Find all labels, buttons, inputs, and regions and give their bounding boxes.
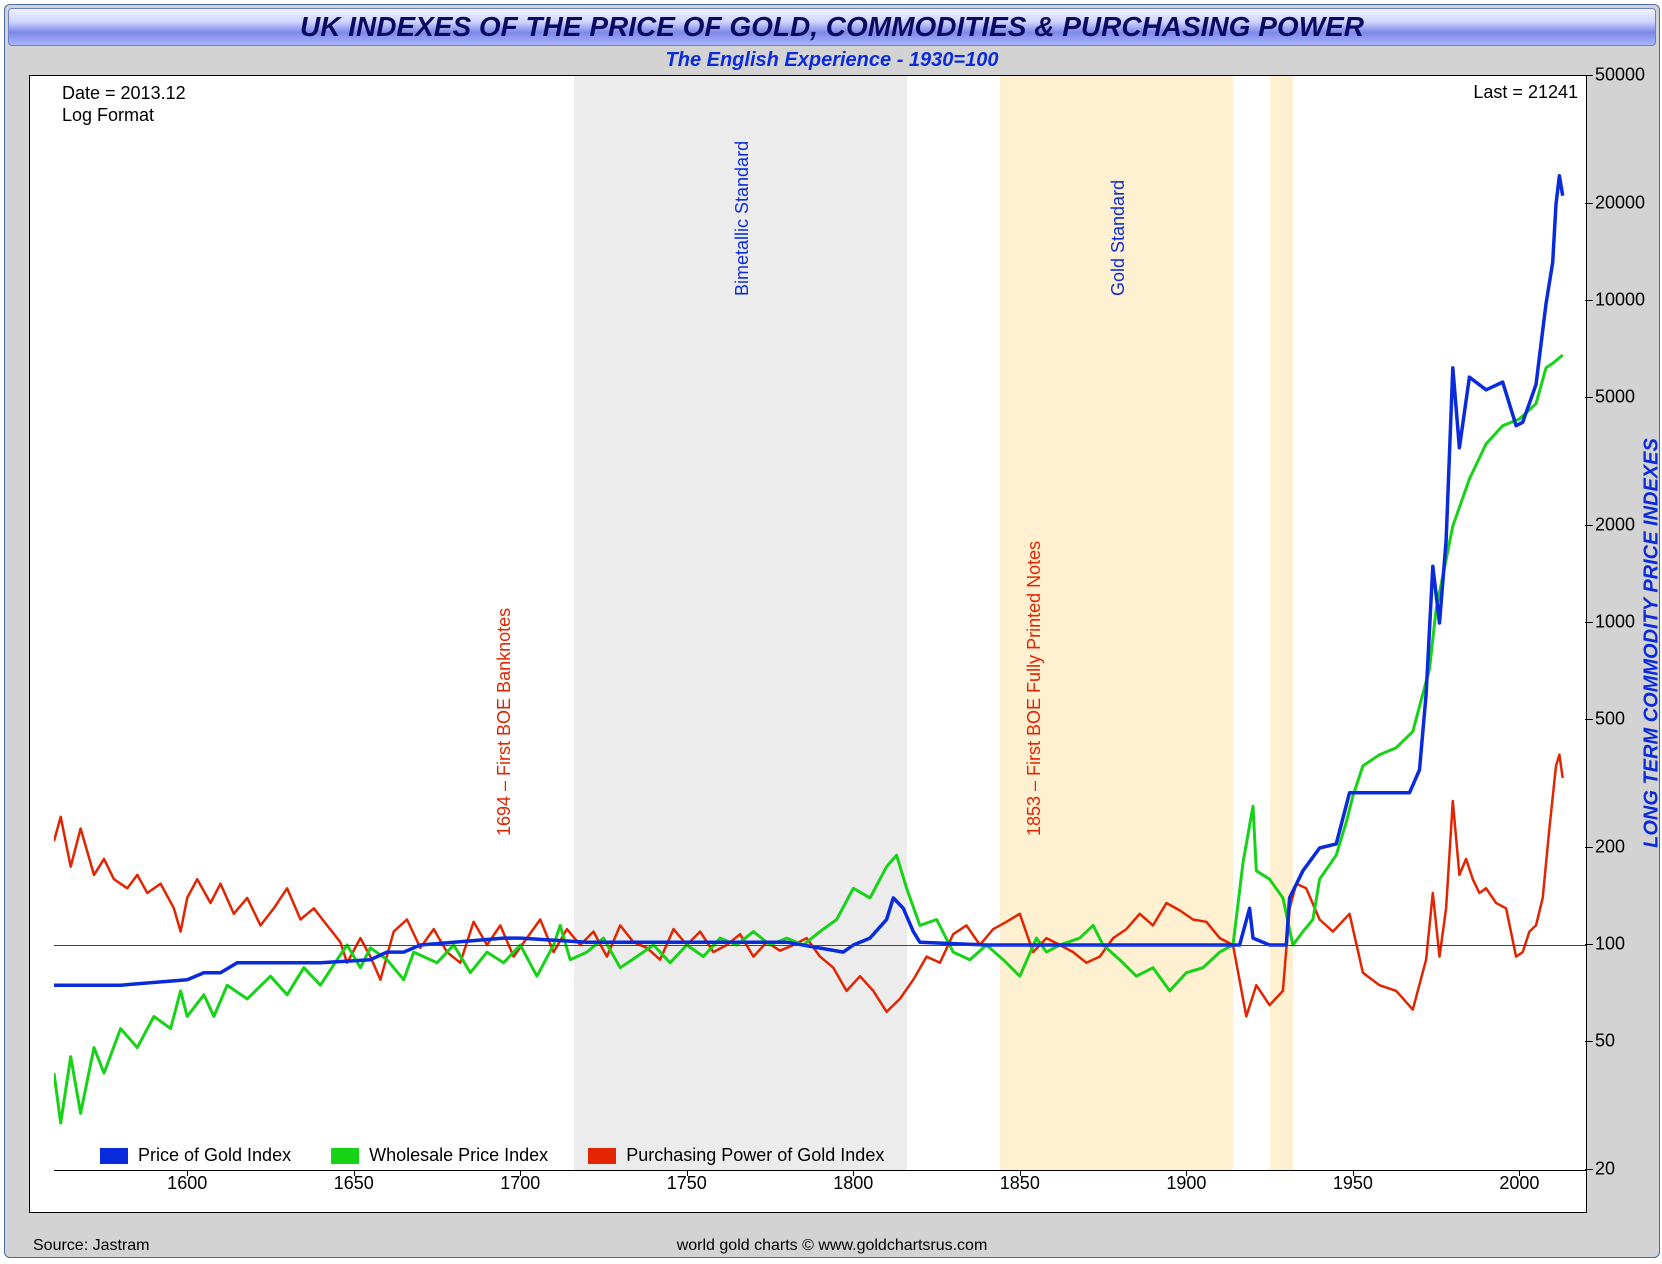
y-axis-title: LONG TERM COMMODITY PRICE INDEXES: [1637, 75, 1660, 1211]
x-tick-label: 1900: [1166, 1173, 1206, 1194]
region-label: Bimetallic Standard: [732, 141, 753, 296]
y-tick: [1585, 525, 1593, 526]
event-label: 1694 – First BOE Banknotes: [494, 608, 515, 836]
chart-subtitle: The English Experience - 1930=100: [5, 49, 1659, 72]
legend-label: Price of Gold Index: [138, 1145, 291, 1166]
shaded-region: [1270, 76, 1293, 1170]
legend-swatch: [588, 1148, 616, 1164]
top-right-info: Last = 21241: [1473, 82, 1578, 103]
y-tick-label: 5000: [1595, 386, 1635, 407]
legend-label: Wholesale Price Index: [369, 1145, 548, 1166]
top-left-info: Date = 2013.12 Log Format: [62, 82, 186, 126]
region-label: Gold Standard: [1108, 180, 1129, 296]
x-tick-label: 1600: [167, 1173, 207, 1194]
y-tick: [1585, 944, 1593, 945]
footer-credit: world gold charts © www.goldchartsrus.co…: [677, 1237, 988, 1255]
y-tick-label: 50: [1595, 1030, 1615, 1051]
x-tick-label: 2000: [1499, 1173, 1539, 1194]
chart-frame: UK INDEXES OF THE PRICE OF GOLD, COMMODI…: [4, 4, 1660, 1258]
y-tick: [1585, 1169, 1593, 1170]
legend-item: Wholesale Price Index: [331, 1145, 548, 1166]
plot-area: Date = 2013.12 Log Format Last = 21241 P…: [54, 76, 1586, 1212]
x-tick-label: 1750: [667, 1173, 707, 1194]
title-bar: UK INDEXES OF THE PRICE OF GOLD, COMMODI…: [8, 8, 1656, 46]
y-tick-label: 100: [1595, 933, 1625, 954]
y-tick: [1585, 719, 1593, 720]
info-format: Log Format: [62, 104, 186, 126]
y-tick-label: 1000: [1595, 612, 1635, 633]
y-tick: [1585, 203, 1593, 204]
info-last: Last = 21241: [1473, 82, 1578, 102]
chart-title: UK INDEXES OF THE PRICE OF GOLD, COMMODI…: [300, 11, 1364, 42]
legend-item: Price of Gold Index: [100, 1145, 291, 1166]
chart-panel: Date = 2013.12 Log Format Last = 21241 P…: [29, 75, 1587, 1213]
x-tick-label: 1650: [334, 1173, 374, 1194]
y-tick-label: 2000: [1595, 515, 1635, 536]
y-tick: [1585, 75, 1593, 76]
info-date: Date = 2013.12: [62, 82, 186, 104]
y-tick: [1585, 397, 1593, 398]
baseline-100: [54, 945, 1586, 946]
event-label: 1853 – First BOE Fully Printed Notes: [1024, 541, 1045, 836]
legend: Price of Gold Index Wholesale Price Index…: [100, 1145, 884, 1166]
x-tick-label: 1800: [833, 1173, 873, 1194]
y-tick-label: 20: [1595, 1159, 1615, 1180]
legend-label: Purchasing Power of Gold Index: [626, 1145, 884, 1166]
y-tick: [1585, 300, 1593, 301]
legend-swatch: [100, 1148, 128, 1164]
y-tick: [1585, 847, 1593, 848]
x-axis-line: [54, 1170, 1586, 1171]
y-tick: [1585, 1041, 1593, 1042]
x-tick-label: 1850: [1000, 1173, 1040, 1194]
x-tick-label: 1950: [1333, 1173, 1373, 1194]
legend-swatch: [331, 1148, 359, 1164]
y-tick: [1585, 622, 1593, 623]
legend-item: Purchasing Power of Gold Index: [588, 1145, 884, 1166]
x-tick-label: 1700: [500, 1173, 540, 1194]
y-tick-label: 500: [1595, 708, 1625, 729]
y-tick-label: 200: [1595, 837, 1625, 858]
footer-source: Source: Jastram: [33, 1237, 149, 1255]
